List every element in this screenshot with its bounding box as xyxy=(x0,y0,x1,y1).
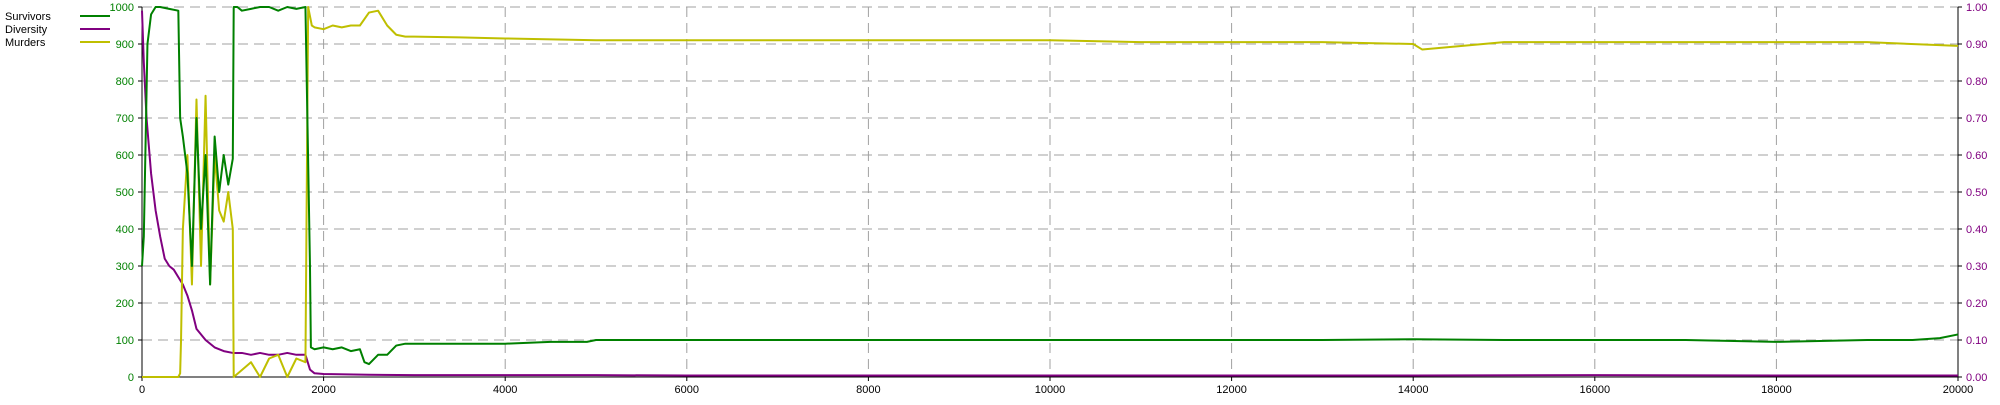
x-tick-label: 18000 xyxy=(1761,384,1792,396)
y-left-tick-label: 0 xyxy=(128,372,134,384)
legend-label-murders: Murders xyxy=(5,37,46,49)
y-left-tick-label: 700 xyxy=(116,113,134,125)
x-tick-label: 10000 xyxy=(1035,384,1066,396)
y-right-tick-label: 0.80 xyxy=(1966,76,1987,88)
y-left-tick-label: 100 xyxy=(116,335,134,347)
x-tick-label: 16000 xyxy=(1580,384,1611,396)
x-tick-label: 2000 xyxy=(311,384,335,396)
x-tick-label: 8000 xyxy=(856,384,880,396)
legend-label-diversity: Diversity xyxy=(5,24,48,36)
x-tick-label: 20000 xyxy=(1943,384,1974,396)
y-right-tick-label: 0.00 xyxy=(1966,372,1987,384)
x-tick-label: 6000 xyxy=(675,384,699,396)
y-right-tick-label: 0.40 xyxy=(1966,224,1987,236)
y-left-tick-label: 200 xyxy=(116,298,134,310)
y-left-tick-label: 300 xyxy=(116,261,134,273)
y-left-tick-label: 800 xyxy=(116,76,134,88)
y-left-tick-label: 1000 xyxy=(110,2,134,14)
y-left-tick-label: 400 xyxy=(116,224,134,236)
y-right-tick-label: 0.90 xyxy=(1966,39,1987,51)
y-right-tick-label: 0.70 xyxy=(1966,113,1987,125)
y-right-tick-label: 1.00 xyxy=(1966,2,1987,14)
y-left-tick-label: 600 xyxy=(116,150,134,162)
x-tick-label: 12000 xyxy=(1216,384,1247,396)
y-left-tick-label: 900 xyxy=(116,39,134,51)
x-tick-label: 4000 xyxy=(493,384,517,396)
y-right-tick-label: 0.50 xyxy=(1966,187,1987,199)
y-right-tick-label: 0.20 xyxy=(1966,298,1987,310)
y-left-tick-label: 500 xyxy=(116,187,134,199)
x-tick-label: 14000 xyxy=(1398,384,1429,396)
y-right-tick-label: 0.10 xyxy=(1966,335,1987,347)
y-right-tick-label: 0.60 xyxy=(1966,150,1987,162)
y-right-tick-label: 0.30 xyxy=(1966,261,1987,273)
x-tick-label: 0 xyxy=(139,384,145,396)
legend-label-survivors: Survivors xyxy=(5,11,51,23)
